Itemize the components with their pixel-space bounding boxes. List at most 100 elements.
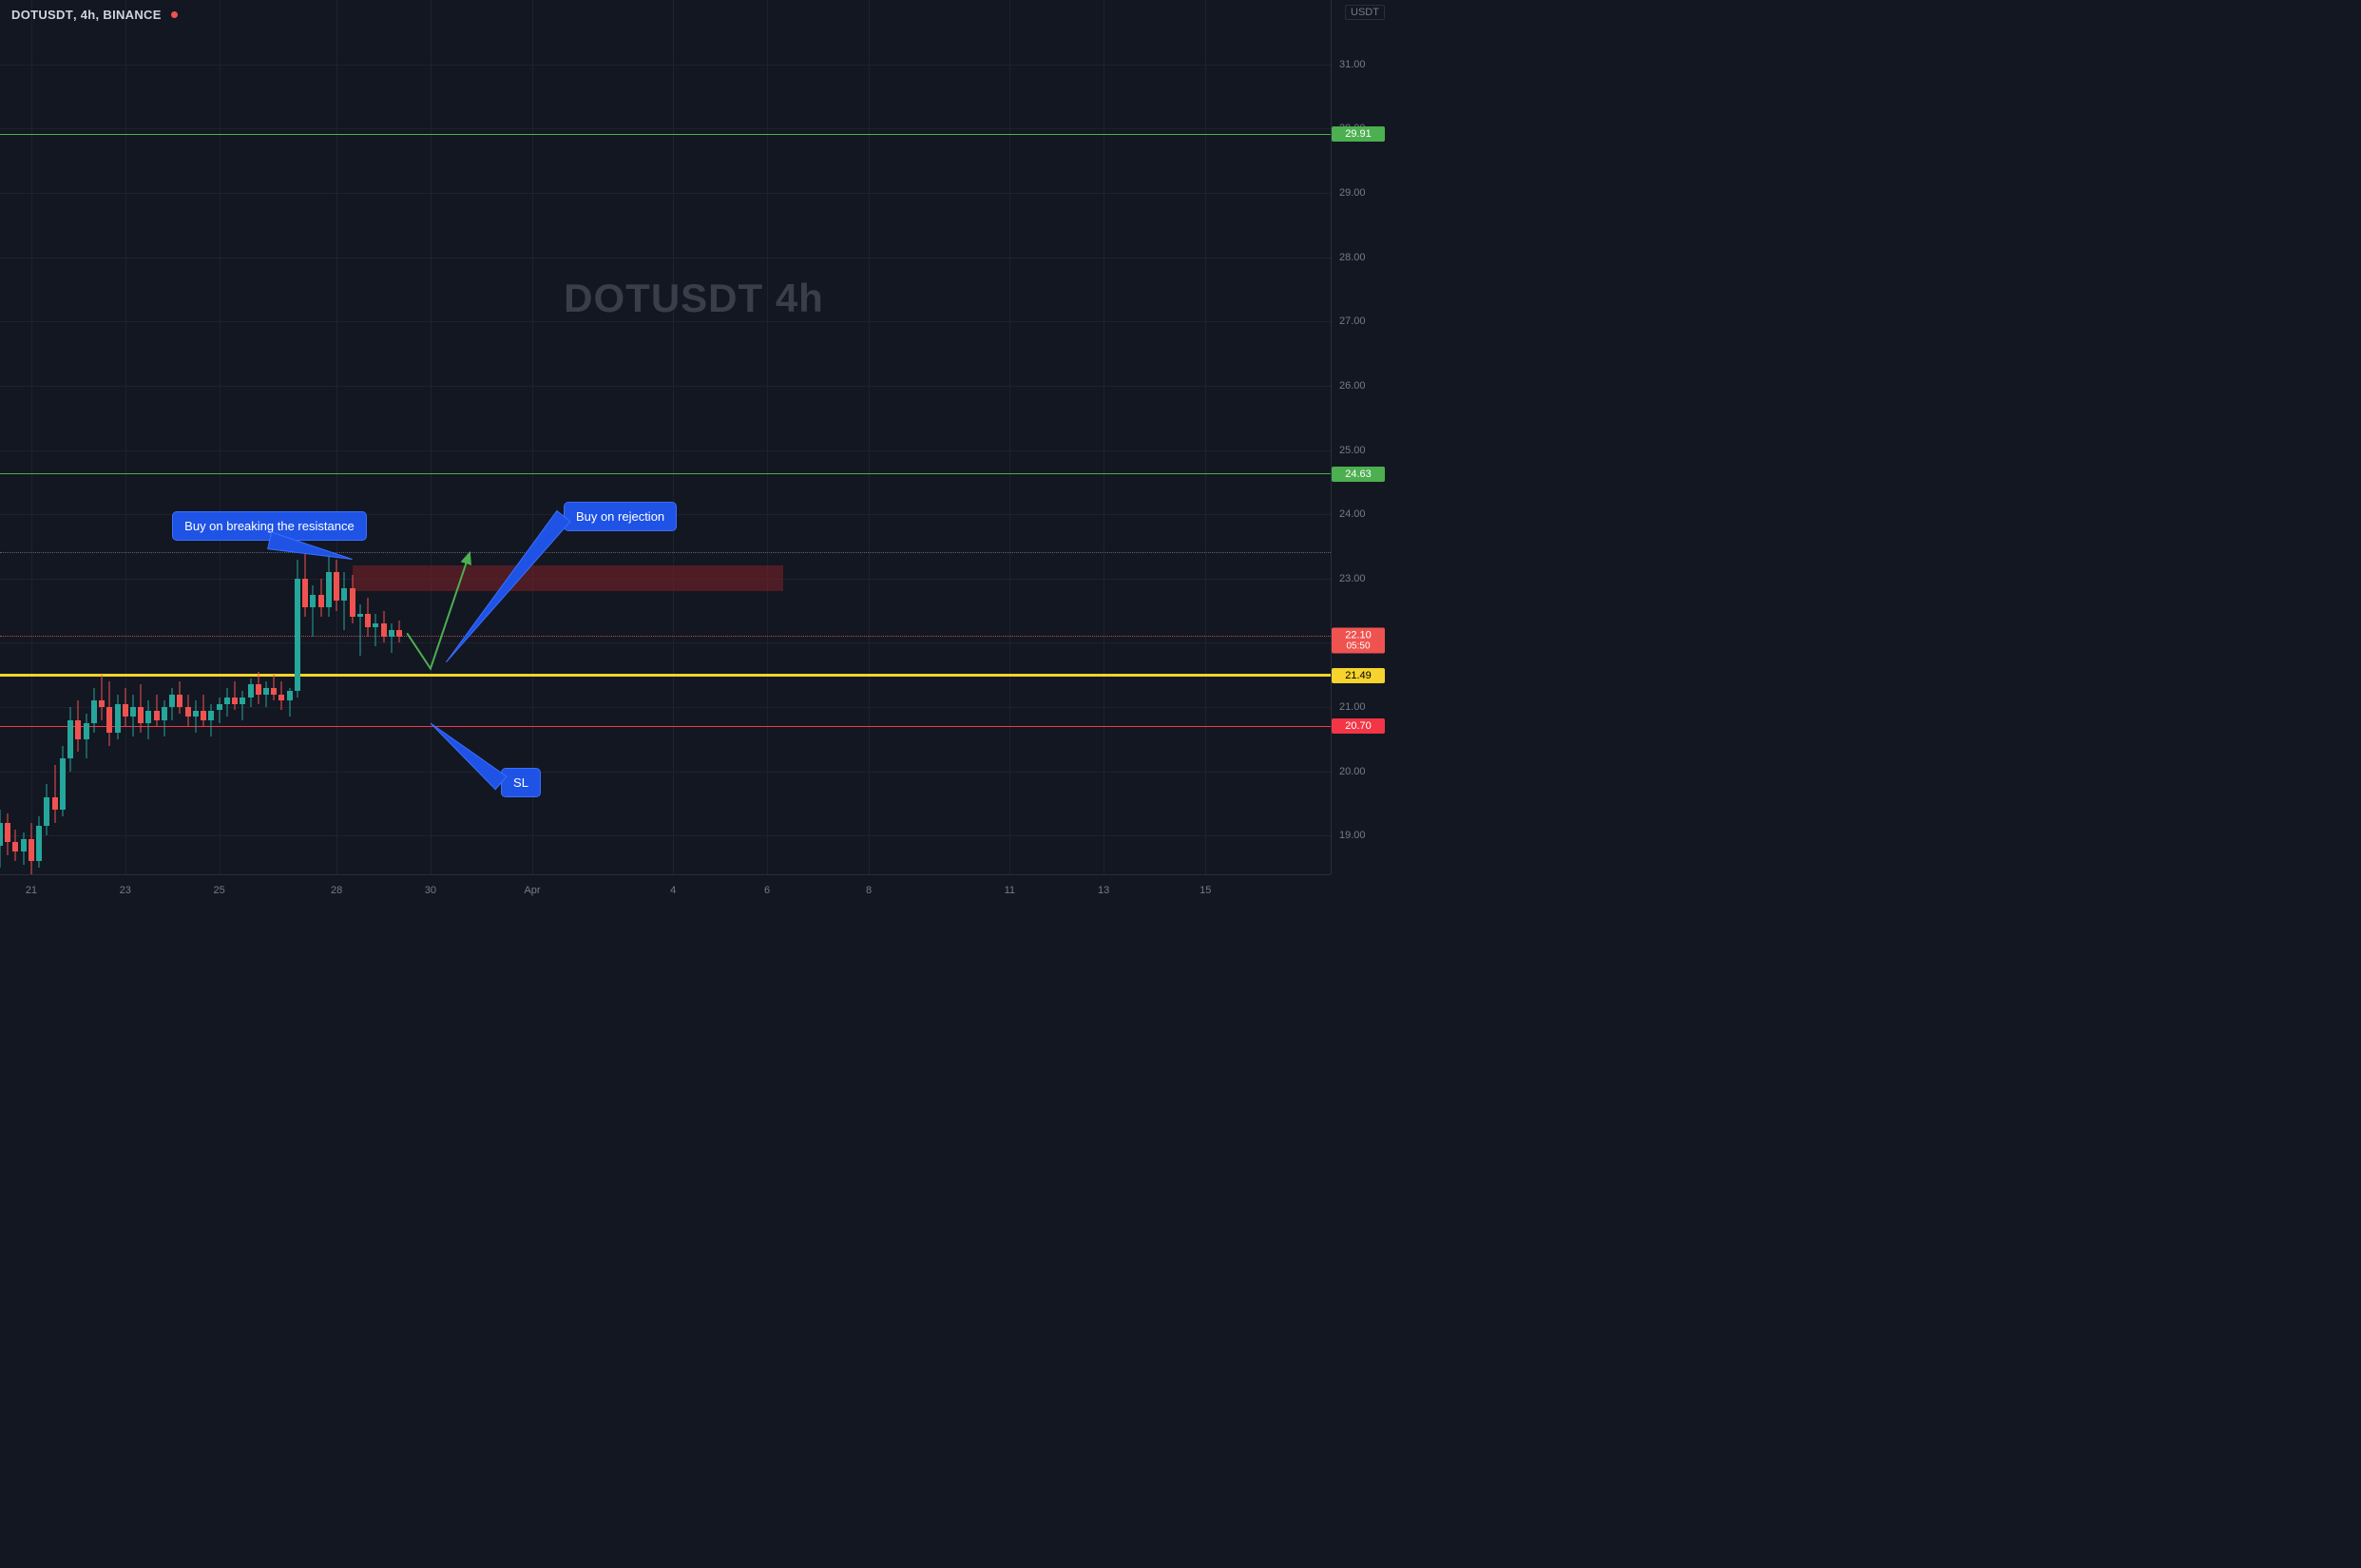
time-tick: Apr [524, 885, 540, 896]
candle [373, 0, 378, 874]
time-tick: 13 [1098, 885, 1109, 896]
candle [177, 0, 182, 874]
candle [75, 0, 81, 874]
price-tick: 24.00 [1339, 508, 1366, 520]
candle [123, 0, 128, 874]
price-tick: 19.00 [1339, 830, 1366, 841]
price-tick: 23.00 [1339, 573, 1366, 584]
horizontal-line[interactable] [0, 726, 1331, 727]
horizontal-line[interactable] [0, 636, 1331, 637]
candle [381, 0, 387, 874]
time-tick: 25 [213, 885, 224, 896]
price-line-label: 22.1005:50 [1332, 627, 1385, 653]
price-line-label: 20.70 [1332, 718, 1385, 734]
time-tick: 28 [331, 885, 342, 896]
price-line-label: 21.49 [1332, 668, 1385, 683]
callout-cb-sl[interactable]: SL [501, 768, 541, 797]
candle [396, 0, 402, 874]
callout-pointer [0, 0, 1331, 874]
time-tick: 8 [866, 885, 872, 896]
candle [208, 0, 214, 874]
candle [232, 0, 238, 874]
candle [29, 0, 34, 874]
time-tick: 11 [1005, 885, 1015, 896]
candle [12, 0, 18, 874]
candle [256, 0, 261, 874]
candle [263, 0, 269, 874]
candle [60, 0, 66, 874]
candle [224, 0, 230, 874]
price-tick: 26.00 [1339, 380, 1366, 392]
price-tick: 25.00 [1339, 445, 1366, 456]
symbol-label[interactable]: DOTUSDT, 4h, BINANCE [11, 8, 162, 22]
candle [21, 0, 27, 874]
candle [271, 0, 277, 874]
candle [318, 0, 324, 874]
time-tick: 23 [120, 885, 131, 896]
time-tick: 21 [26, 885, 37, 896]
candle [350, 0, 355, 874]
candle [0, 0, 3, 874]
price-tick: 21.00 [1339, 701, 1366, 713]
candle [115, 0, 121, 874]
callout-pointer [0, 0, 1331, 874]
candle [248, 0, 254, 874]
candle [326, 0, 332, 874]
candle [240, 0, 245, 874]
candle [99, 0, 105, 874]
horizontal-line[interactable] [0, 552, 1331, 553]
callout-cb-rejection[interactable]: Buy on rejection [564, 502, 677, 531]
chart-header: DOTUSDT, 4h, BINANCE [11, 8, 178, 22]
horizontal-line[interactable] [0, 674, 1331, 677]
status-dot-icon [171, 11, 178, 18]
candle [310, 0, 316, 874]
candle [138, 0, 144, 874]
candle [365, 0, 371, 874]
candle [36, 0, 42, 874]
candle [154, 0, 160, 874]
price-tick: 31.00 [1339, 59, 1366, 70]
candle [217, 0, 222, 874]
candle [106, 0, 112, 874]
candle [44, 0, 49, 874]
price-tick: 29.00 [1339, 187, 1366, 199]
chart-plot-area[interactable]: Buy on breaking the resistance Buy on rej… [0, 0, 1331, 874]
chart-container: DOTUSDT, 4h, BINANCE Buy on breaking the… [0, 0, 1388, 920]
horizontal-line[interactable] [0, 473, 1331, 474]
candle [357, 0, 363, 874]
candle [185, 0, 191, 874]
candle [278, 0, 284, 874]
candle [145, 0, 151, 874]
candle [84, 0, 89, 874]
axis-currency-label: USDT [1345, 5, 1385, 20]
candle [193, 0, 199, 874]
horizontal-line[interactable] [0, 134, 1331, 135]
time-tick: 30 [425, 885, 436, 896]
price-line-label: 24.63 [1332, 467, 1385, 482]
price-tick: 20.00 [1339, 766, 1366, 777]
resistance-zone[interactable] [353, 565, 783, 591]
candle [162, 0, 167, 874]
candle [295, 0, 300, 874]
candle [91, 0, 97, 874]
time-tick: 4 [670, 885, 676, 896]
time-tick: 15 [1200, 885, 1211, 896]
price-tick: 27.00 [1339, 316, 1366, 327]
candle [389, 0, 394, 874]
candle [334, 0, 339, 874]
callout-cb-resistance[interactable]: Buy on breaking the resistance [172, 511, 367, 541]
time-axis[interactable]: 21 23 25 28 30 Apr 4 6 8 11 13 15 [0, 874, 1331, 920]
candle [341, 0, 347, 874]
time-tick: 6 [764, 885, 770, 896]
price-line-label: 29.91 [1332, 126, 1385, 142]
candle [302, 0, 308, 874]
candle [67, 0, 73, 874]
candle [52, 0, 58, 874]
price-tick: 28.00 [1339, 252, 1366, 263]
candle [201, 0, 206, 874]
projection-arrow [0, 0, 1331, 874]
candle [130, 0, 136, 874]
price-axis[interactable]: USDT 19.0020.0021.0022.0023.0024.0025.00… [1331, 0, 1388, 874]
candle [169, 0, 175, 874]
candle [5, 0, 10, 874]
